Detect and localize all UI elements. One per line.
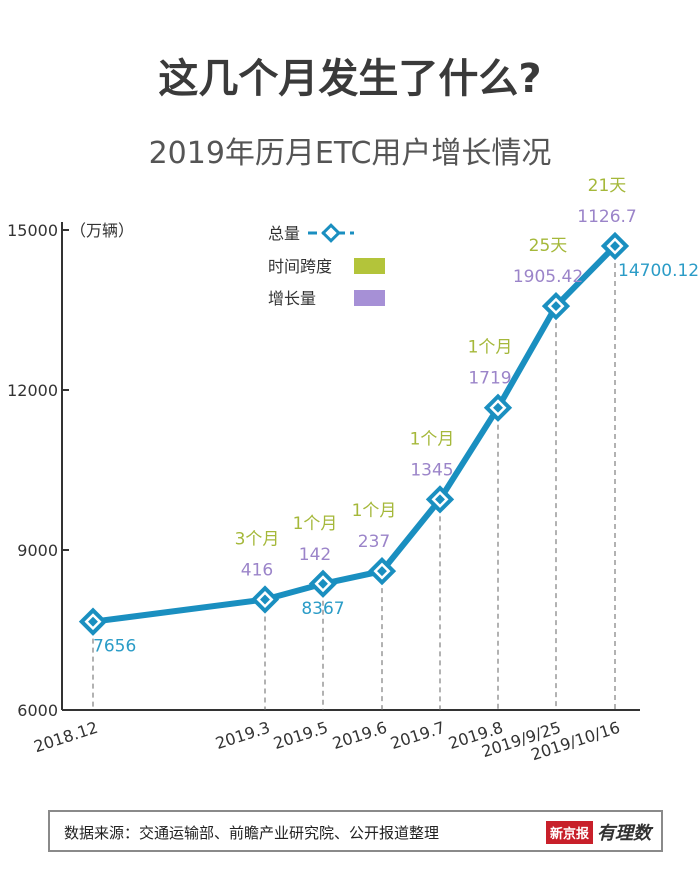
page-title: 这几个月发生了什么? <box>158 56 541 102</box>
marker-core <box>610 241 620 251</box>
data-point-marker <box>308 569 338 598</box>
time-span-label: 1个月 <box>352 501 397 521</box>
data-point-marker <box>250 585 280 614</box>
brand-logo: 新京报 有理数 <box>545 819 651 845</box>
y-axis-unit: （万辆） <box>70 221 134 240</box>
x-tick-label: 2019.6 <box>330 718 389 753</box>
y-tick-label: 9000 <box>17 541 58 560</box>
y-tick-label: 6000 <box>17 701 58 720</box>
legend-total-marker <box>321 223 341 243</box>
growth-value-label: 142 <box>299 545 331 565</box>
growth-value-label: 1345 <box>410 460 453 480</box>
brand-name: 新京报 <box>545 820 593 844</box>
legend-growth-label: 增长量 <box>268 289 316 308</box>
growth-value-label: 1905.42 <box>513 267 583 287</box>
total-value-label: 8367 <box>301 599 344 619</box>
y-tick-label: 15000 <box>7 221 58 240</box>
legend-span-swatch <box>354 258 385 274</box>
data-point-marker <box>367 556 397 586</box>
page-subtitle: 2019年历月ETC用户增长情况 <box>149 136 552 171</box>
total-value-label: 14700.12 <box>618 261 699 281</box>
time-span-label: 3个月 <box>235 529 280 549</box>
time-span-label: 1个月 <box>293 514 338 534</box>
data-point-marker <box>541 291 571 321</box>
source-text: 数据来源：交通运输部、前瞻产业研究院、公开报道整理 <box>64 824 440 842</box>
data-point-marker <box>483 393 513 422</box>
data-point-marker <box>600 231 630 261</box>
brand-script-logo: 有理数 <box>597 823 651 844</box>
marker-core <box>260 594 270 605</box>
growth-value-label: 237 <box>358 532 390 552</box>
x-tick-label: 2019.5 <box>271 718 330 753</box>
time-span-label: 1个月 <box>410 429 455 449</box>
source-footer: 数据来源：交通运输部、前瞻产业研究院、公开报道整理 新京报 有理数 <box>48 810 663 852</box>
time-span-label: 21天 <box>588 176 627 196</box>
growth-value-label: 1719 <box>468 369 511 389</box>
x-tick-label: 2018.12 <box>31 718 100 757</box>
data-labels: 7656 416 3个月 8367 142 1个月 237 1个月 1345 1个月 1719 1个月… <box>93 176 699 657</box>
time-span-label: 1个月 <box>468 338 513 358</box>
x-tick-label: 2019.7 <box>388 718 447 753</box>
y-tick-label: 12000 <box>7 381 58 400</box>
x-tick-label: 2019.3 <box>213 718 272 753</box>
growth-value-label: 1126.7 <box>577 207 636 227</box>
data-point-marker <box>78 607 108 636</box>
total-value-label: 7656 <box>93 637 136 657</box>
legend-growth-swatch <box>354 290 385 306</box>
growth-value-label: 416 <box>241 560 273 580</box>
marker-core <box>318 578 328 589</box>
time-span-label: 25天 <box>529 236 568 256</box>
legend-span-label: 时间跨度 <box>268 257 332 276</box>
marker-core <box>551 301 561 312</box>
legend-total-label: 总量 <box>268 224 300 243</box>
marker-core <box>88 616 98 627</box>
guide-lines <box>92 253 616 710</box>
marker-core <box>377 566 387 577</box>
